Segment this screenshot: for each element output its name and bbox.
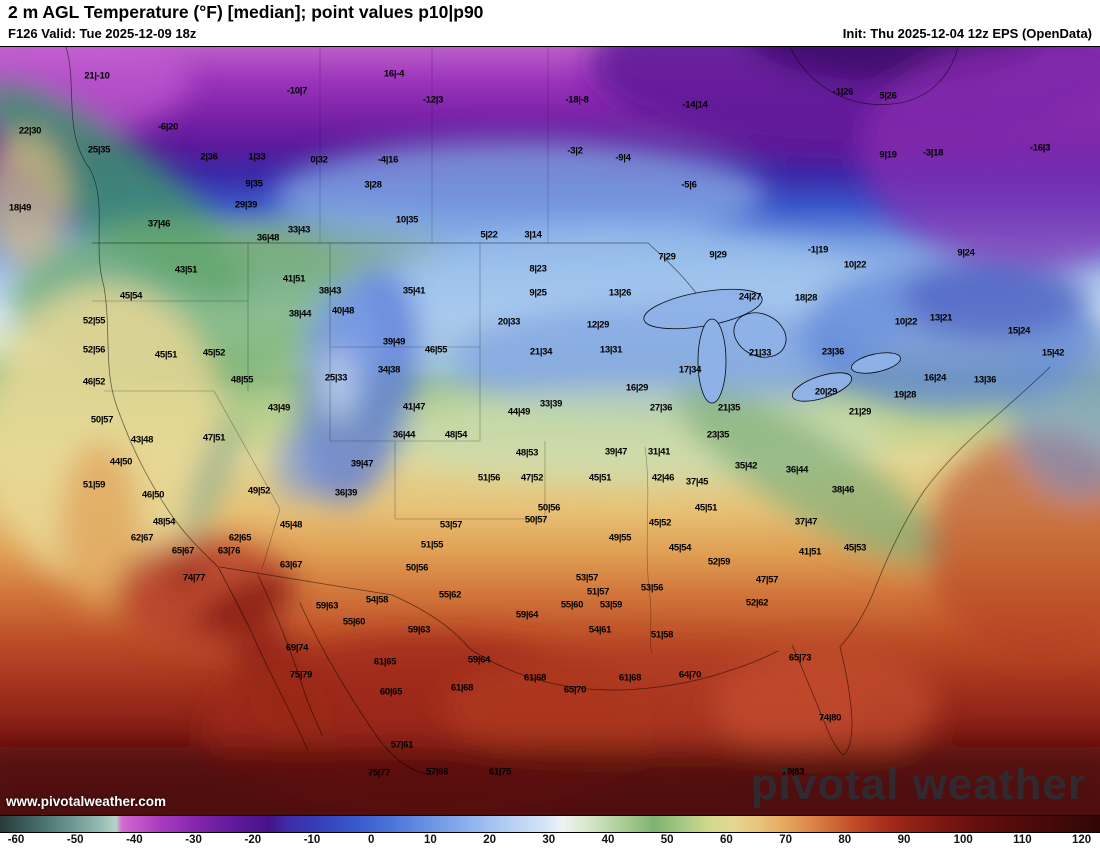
colorbar-tick: -10 [303, 834, 321, 846]
colorbar-tick: 90 [897, 834, 911, 846]
colorbar-tick: 0 [367, 834, 375, 846]
colorbar-tick: 20 [483, 834, 496, 846]
colorbar-tick: -50 [66, 834, 84, 846]
colorbar-tick: 60 [719, 834, 733, 846]
colorbar-tick: -60 [7, 834, 25, 846]
great-lakes [643, 288, 901, 404]
colorbar-tick: -30 [185, 834, 202, 846]
colorbar-tick: 110 [1013, 834, 1032, 846]
colorbar-tick: 30 [542, 834, 556, 846]
page-title: 2 m AGL Temperature (°F) [median]; point… [8, 2, 484, 22]
temperature-map-canvas [0, 46, 1100, 816]
colorbar-gradient-rect [0, 816, 1100, 832]
colorbar-tick: 50 [660, 834, 674, 846]
map-header: 2 m AGL Temperature (°F) [median]; point… [0, 0, 1100, 46]
colorbar-tick: 100 [953, 834, 973, 846]
temperature-colorbar [0, 816, 1100, 833]
colorbar-tick: 40 [601, 834, 615, 846]
colorbar-svg [0, 816, 1100, 832]
colorbar-tick: -20 [244, 834, 262, 846]
init-time-text: Init: Thu 2025-12-04 12z EPS (OpenData) [842, 26, 1092, 41]
temperature-field-svg [0, 47, 1100, 815]
site-watermark: www.pivotalweather.com [6, 794, 167, 809]
colorbar-tick-row: -60 -50 -40 -30 -20 -10 0 10 20 30 40 50 60 70 80 90 100… [0, 833, 1100, 850]
coastlines-and-borders [65, 47, 1051, 776]
colorbar-tick: -40 [126, 834, 143, 846]
colorbar-tick: 70 [779, 834, 792, 846]
temperature-anomaly-blobs [0, 47, 1100, 815]
state-borders [92, 243, 653, 654]
valid-time-text: F126 Valid: Tue 2025-12-09 18z [8, 26, 197, 41]
colorbar-tick: 80 [838, 834, 852, 846]
colorbar-tick: 120 [1072, 834, 1092, 846]
colorbar-tick: 10 [423, 834, 437, 846]
brand-logo: pivotal weather [750, 760, 1086, 809]
province-borders [319, 47, 549, 243]
